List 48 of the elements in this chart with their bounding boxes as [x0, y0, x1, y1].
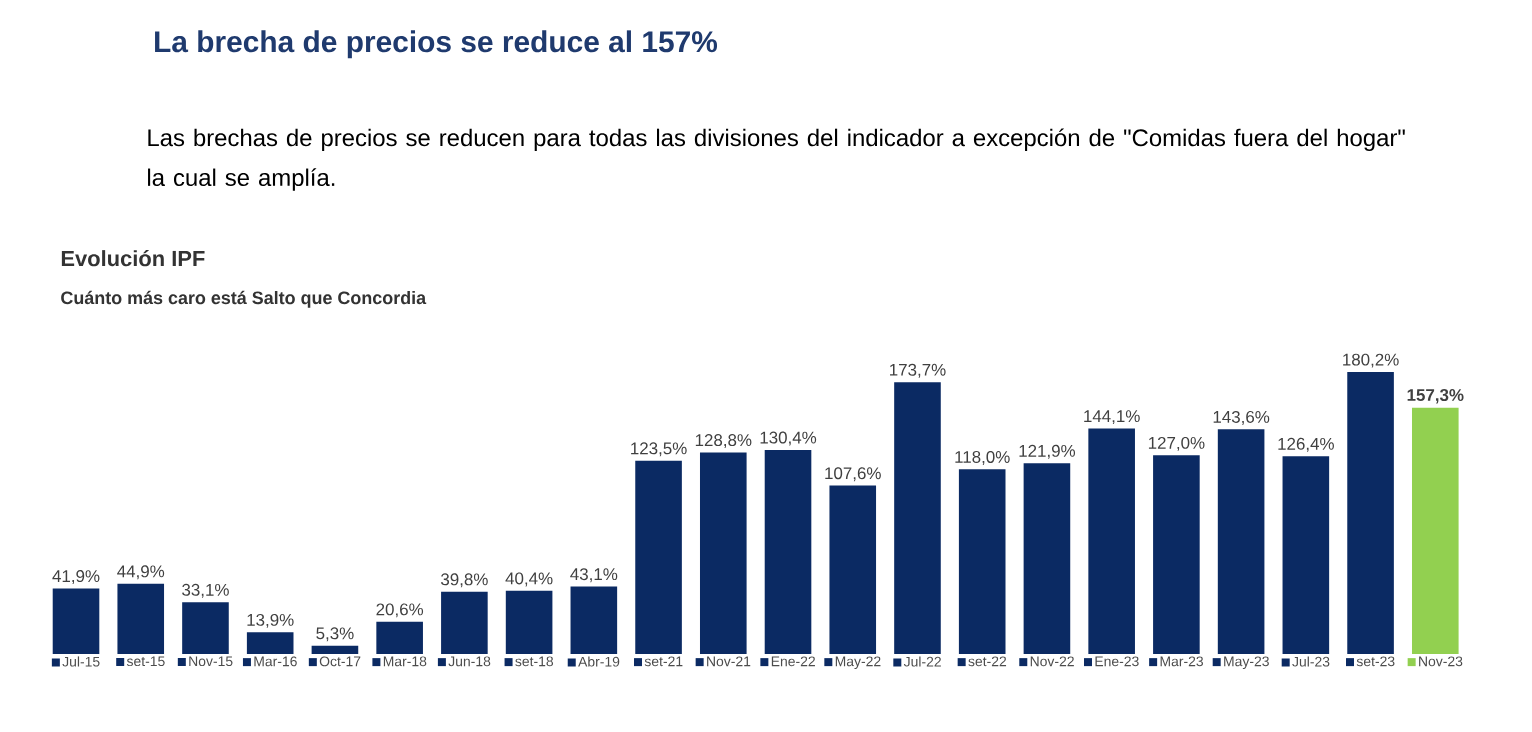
bar	[1023, 463, 1071, 654]
data-label: 20,6%	[376, 603, 424, 618]
bar	[570, 586, 618, 654]
data-label: 126,4%	[1278, 437, 1334, 452]
bar	[182, 602, 229, 654]
chart-title: La brecha de precios se reduce al 157%	[155, 30, 718, 59]
data-label: 43,1%	[570, 568, 618, 583]
bar	[699, 452, 747, 654]
bar	[635, 460, 682, 654]
text: Cuánto más caro está Salto que Concordia	[61, 290, 427, 308]
bar	[764, 449, 812, 654]
bar	[246, 632, 294, 654]
data-label: 13,9%	[247, 613, 294, 628]
data-label: 107,6%	[825, 467, 881, 482]
bar	[1088, 428, 1135, 654]
bar	[829, 485, 877, 654]
bar	[441, 591, 488, 654]
bar	[1282, 456, 1330, 654]
bar	[52, 588, 100, 654]
bar	[1347, 371, 1394, 654]
data-label: 33,1%	[182, 583, 229, 598]
data-label: 130,4%	[760, 431, 817, 446]
data-label: 144,1%	[1084, 410, 1140, 425]
data-label: 44,9%	[117, 565, 165, 580]
data-label: 123,5%	[631, 442, 687, 457]
chart-subtitle: Las brechas de precios se reducen para todas las divisiones del indicador a excepción de "Comidas fuera del hogar" la cual se amplía.	[148, 128, 1405, 191]
bar	[1217, 429, 1265, 654]
data-label: 143,6%	[1213, 410, 1270, 425]
bar	[958, 469, 1006, 654]
data-label: 173,7%	[890, 363, 946, 378]
data-label: 121,9%	[1019, 444, 1076, 459]
data-label: 5,3%	[316, 627, 354, 642]
data-label: 118,0%	[955, 450, 1010, 465]
bar	[1411, 407, 1459, 654]
bar	[894, 382, 941, 654]
bar	[376, 621, 423, 654]
bar	[505, 590, 553, 654]
data-label: 128,8%	[695, 434, 752, 449]
data-label: 157,3%	[1407, 389, 1464, 404]
bar	[117, 583, 165, 654]
text: Evolución IPF	[61, 249, 205, 267]
data-label: 39,8%	[441, 573, 488, 588]
bar	[1153, 455, 1200, 654]
data-label: 127,0%	[1148, 436, 1205, 451]
data-label: 41,9%	[52, 570, 100, 585]
bar	[311, 645, 359, 654]
data-label: 180,2%	[1343, 353, 1399, 368]
data-label: 40,4%	[505, 572, 553, 587]
